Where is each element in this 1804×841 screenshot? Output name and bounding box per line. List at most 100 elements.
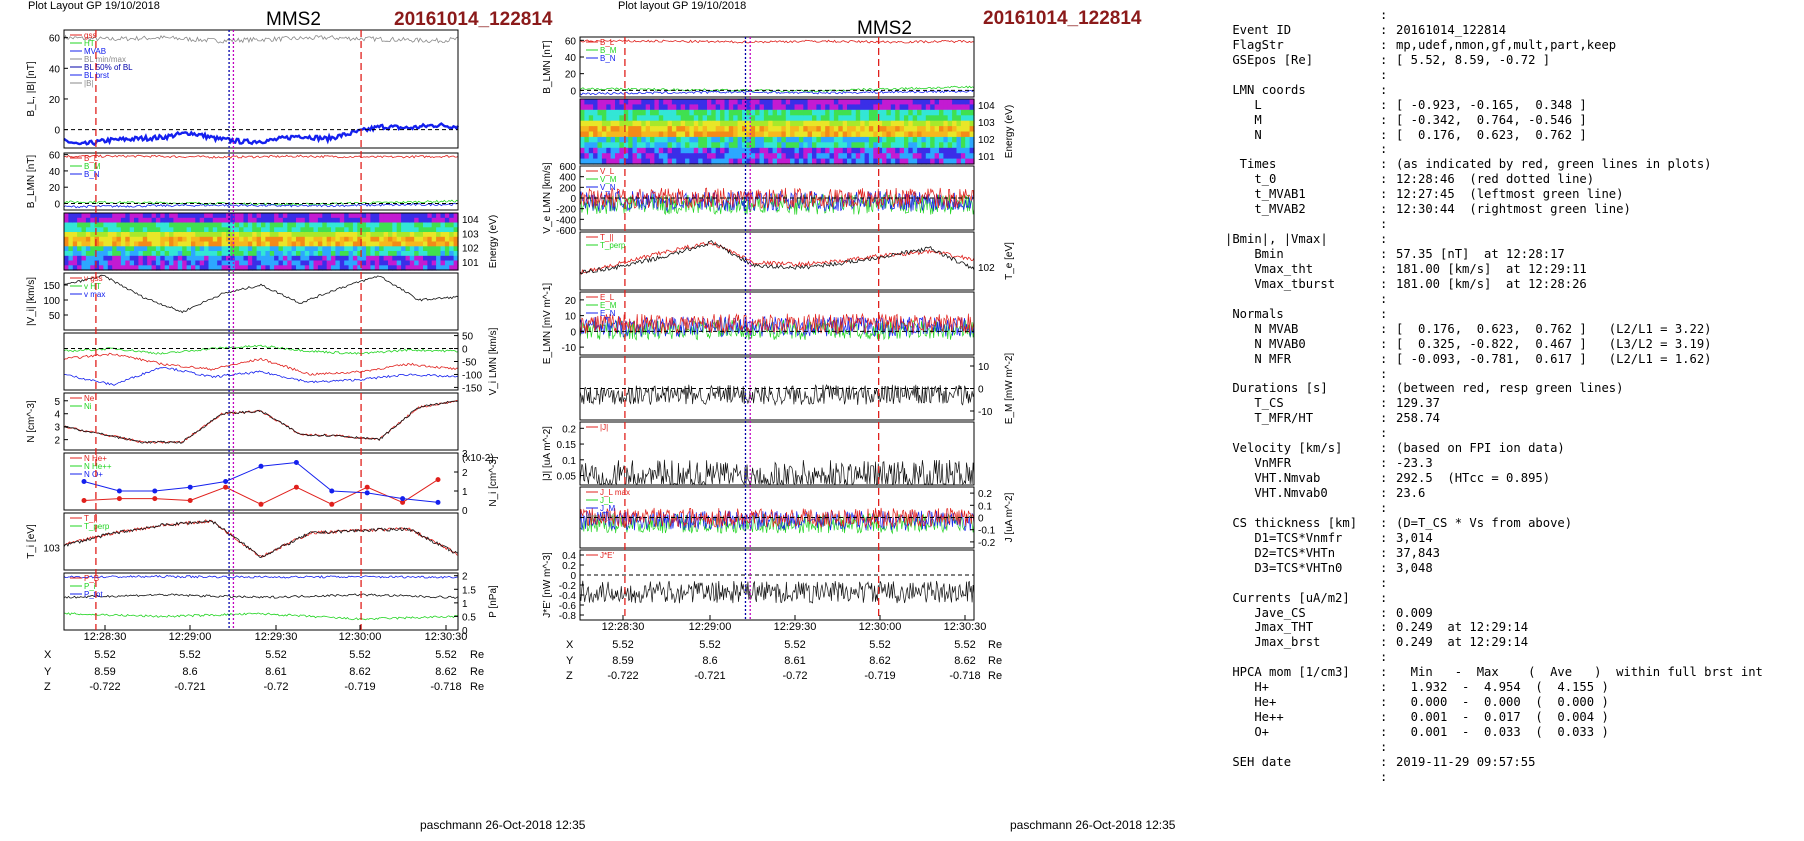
summary-line: O+: 0.001 - 0.033 ( 0.033 ) — [1225, 725, 1763, 740]
y-tick-label: 0.1 — [978, 501, 992, 512]
legend-label: BL min/max — [84, 55, 126, 64]
spectrogram-cell — [177, 246, 183, 252]
spectrogram-cell — [169, 260, 175, 266]
spectrogram-cell — [282, 217, 288, 224]
spectrogram-cell — [339, 227, 345, 233]
spectrogram-cell — [282, 236, 288, 243]
spectrogram-cell — [864, 147, 870, 154]
summary-line: T_MFR/HT:258.74 — [1225, 411, 1763, 426]
panel-frame — [579, 356, 975, 421]
spectrogram-cell — [269, 217, 275, 224]
ephemeris-value: 8.62 — [435, 666, 456, 678]
spectrogram-cell — [300, 265, 306, 271]
summary-line: He+: 0.000 - 0.000 ( 0.000 ) — [1225, 695, 1763, 710]
ephemeris-value: -0.718 — [430, 681, 461, 693]
spectrogram-cell — [304, 222, 310, 228]
summary-label: D1=TCS*Vnmfr — [1225, 530, 1343, 545]
spectrogram-cell — [588, 131, 594, 138]
spectrogram-cell — [392, 232, 398, 238]
spectrogram-cell — [68, 251, 74, 257]
summary-line: : — [1225, 68, 1763, 83]
summary-colon: : — [1380, 590, 1388, 605]
spectrogram-cell — [357, 213, 363, 219]
spectrogram-cell — [72, 217, 78, 224]
spectrogram-cell — [278, 213, 284, 219]
spectrogram-cell — [969, 126, 975, 133]
summary-colon: : — [1380, 725, 1388, 739]
spectrogram-cell — [820, 131, 826, 138]
legend-label: BL 50% of BL — [84, 63, 133, 72]
spectrogram-cell — [606, 147, 612, 154]
ephemeris-label: Y — [566, 655, 574, 667]
spectrogram-cell — [812, 136, 817, 143]
spectrogram-cell — [348, 222, 354, 228]
spectrogram-cell — [186, 260, 192, 266]
spectrogram-cell — [204, 241, 210, 247]
spectrogram-cell — [619, 142, 625, 149]
panel-frame — [579, 421, 975, 486]
spectrogram-cell — [440, 236, 446, 243]
spectrogram-cell — [331, 255, 336, 262]
spectrogram-cell — [142, 222, 148, 228]
spectrogram-cell — [671, 147, 677, 154]
spectrogram-cell — [812, 158, 817, 165]
spectrogram-cell — [628, 153, 634, 160]
spectrogram-cell — [134, 260, 139, 266]
spectrogram-cell — [768, 153, 774, 160]
spectrogram-cell — [733, 99, 739, 105]
spectrogram-cell — [317, 241, 323, 247]
spectrogram-cell — [641, 109, 647, 116]
legend-label: V_L — [600, 167, 615, 176]
spectrogram-cell — [134, 213, 139, 219]
summary-label: VnMFR — [1225, 456, 1292, 471]
spectrogram-cell — [829, 142, 835, 149]
spectrogram-cell — [588, 99, 594, 105]
spectrogram-cell — [423, 236, 428, 243]
spectrogram-cell — [606, 142, 612, 149]
spectrogram-cell — [357, 217, 363, 224]
spectrogram-cell — [99, 213, 104, 219]
spectrogram-cell — [685, 158, 691, 165]
spectrogram-cell — [820, 158, 826, 165]
spectrogram-cell — [930, 147, 936, 154]
spectrogram-cell — [667, 109, 673, 116]
legend-label: B_L — [84, 154, 99, 163]
spectrogram-cell — [593, 136, 599, 143]
spectrogram-cell — [623, 147, 629, 154]
spectrogram-cell — [309, 255, 315, 262]
spectrogram-cell — [860, 104, 866, 111]
spectrogram-cell — [366, 265, 372, 271]
spectrogram-cell — [261, 227, 266, 233]
spectrogram-cell — [77, 246, 83, 252]
spectrogram-cell — [348, 265, 354, 271]
spectrogram-cell — [956, 158, 962, 165]
spectrogram-cell — [715, 99, 721, 105]
spectrogram-cell — [414, 217, 420, 224]
spectrogram-cell — [309, 236, 315, 243]
spectrogram-cell — [300, 241, 306, 247]
spectrogram-cell — [444, 255, 450, 262]
spectrogram-cell — [239, 251, 245, 257]
spectrogram-cell — [313, 260, 319, 266]
spectrogram-cell — [217, 222, 223, 228]
summary-line: VHT.Nmvab0:23.6 — [1225, 486, 1763, 501]
spectrogram-cell — [366, 246, 372, 252]
panel-background — [580, 232, 974, 290]
energy-tick-label: 103 — [462, 229, 479, 240]
spectrogram-cell — [147, 265, 153, 271]
x-tick-label: 12:29:00 — [689, 621, 732, 633]
spectrogram-cell — [120, 265, 126, 271]
spectrogram-cell — [309, 241, 315, 247]
ephemeris-unit: Re — [988, 639, 1002, 651]
spectrogram-cell — [274, 217, 280, 224]
summary-line: VnMFR: -23.3 — [1225, 456, 1763, 471]
spectrogram-cell — [296, 236, 301, 243]
spectrogram-cell — [414, 241, 420, 247]
spectrogram-cell — [344, 265, 350, 271]
spectrogram-cell — [943, 120, 949, 127]
spectrogram-cell — [636, 115, 642, 122]
spectrogram-cell — [383, 213, 389, 219]
spectrogram-cell — [746, 104, 752, 111]
spectrogram-cell — [217, 246, 223, 252]
spectrogram-cell — [300, 222, 306, 228]
